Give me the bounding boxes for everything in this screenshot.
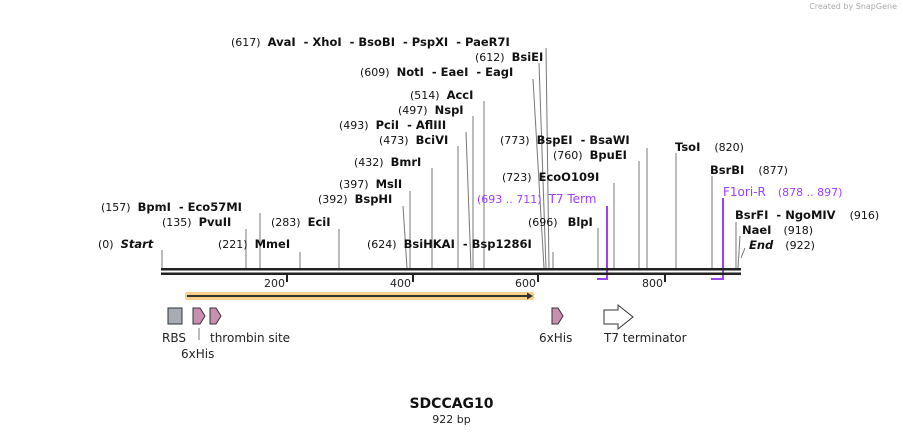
site-bsiei[interactable]: (612) BsiEI <box>475 50 543 64</box>
feature-thrombin-site[interactable] <box>209 307 222 325</box>
feature-6xhis-2[interactable] <box>551 307 564 325</box>
site-mmei[interactable]: (221) MmeI <box>218 237 290 251</box>
site-bspei[interactable]: (773) BspEI - BsaWI <box>500 133 630 147</box>
site-pcii[interactable]: (493) PciI - AflIII <box>339 118 446 132</box>
site-noti[interactable]: (609) NotI - EaeI - EagI <box>360 65 513 79</box>
feature-label-rbs: RBS <box>162 331 186 345</box>
site-bsrfi[interactable]: BsrFI - NgoMIV (916) <box>735 208 879 222</box>
cut-line-bsiei <box>538 62 547 269</box>
cut-lines <box>161 47 746 269</box>
site-msli[interactable]: (397) MslI <box>339 177 402 191</box>
site-bmri[interactable]: (432) BmrI <box>354 155 421 169</box>
feature-label-6xhis-1: 6xHis <box>181 347 214 361</box>
site-ava[interactable]: (617) AvaI - XhoI - BsoBI - PspXI - PaeR7… <box>231 35 510 49</box>
tick-label: 200 <box>264 277 285 290</box>
snapgene-branding: Created by SnapGene <box>809 2 897 11</box>
site-bsihkai[interactable]: (624) BsiHKAI - Bsp1286I <box>367 237 532 251</box>
primer-f1ori[interactable]: F1ori-R (878 .. 897) <box>723 185 842 199</box>
site-start[interactable]: (0) Start <box>98 237 154 251</box>
site-end[interactable]: End (922) <box>749 238 815 252</box>
dna-backbone <box>161 268 741 275</box>
primer-t7term[interactable]: (693 .. 711) T7 Term <box>477 192 596 206</box>
cut-line-ava <box>545 47 550 269</box>
cut-line-pcii <box>465 131 472 269</box>
feature-label-t7-terminator: T7 terminator <box>603 331 687 345</box>
cut-line-noti <box>532 78 545 269</box>
feature-label-thrombin: thrombin site <box>210 331 290 345</box>
map-length: 922 bp <box>432 413 471 426</box>
site-pvuii[interactable]: (135) PvuII <box>162 215 231 229</box>
orf-arrow[interactable] <box>185 292 534 300</box>
site-ecoo109i[interactable]: (723) EcoO109I <box>502 170 599 184</box>
feature-rbs[interactable] <box>167 307 183 325</box>
cut-line-bsphi <box>402 205 408 269</box>
site-ecii[interactable]: (283) EciI <box>271 215 331 229</box>
map-title: SDCCAG10 <box>409 396 494 412</box>
site-bcivi[interactable]: (473) BciVI <box>379 133 448 147</box>
site-bpuei[interactable]: (760) BpuEI <box>553 148 627 162</box>
site-acci[interactable]: (514) AccI <box>410 88 473 102</box>
site-nspi[interactable]: (497) NspI <box>398 103 464 117</box>
tick-label: 800 <box>642 277 663 290</box>
site-tsoi[interactable]: TsoI (820) <box>675 140 744 154</box>
site-blpi[interactable]: (696) BlpI <box>528 215 593 229</box>
site-naei[interactable]: NaeI (918) <box>742 223 813 237</box>
feature-6xhis-1[interactable] <box>192 307 206 325</box>
primer-t7term-mark <box>597 206 608 280</box>
tick-label: 600 <box>515 277 536 290</box>
site-bsrbi[interactable]: BsrBI (877) <box>710 163 788 177</box>
cut-line-end <box>740 247 746 259</box>
cut-line-naei <box>737 235 741 269</box>
feature-t7-terminator[interactable] <box>603 303 634 331</box>
site-bsphi[interactable]: (392) BspHI <box>318 192 392 206</box>
tick-label: 400 <box>390 277 411 290</box>
feature-label-6xhis-2: 6xHis <box>539 331 572 345</box>
ruler: 200 400 600 800 <box>264 275 666 290</box>
site-bpmi[interactable]: (157) BpmI - Eco57MI <box>101 200 242 214</box>
primer-f1ori-mark <box>711 198 724 280</box>
